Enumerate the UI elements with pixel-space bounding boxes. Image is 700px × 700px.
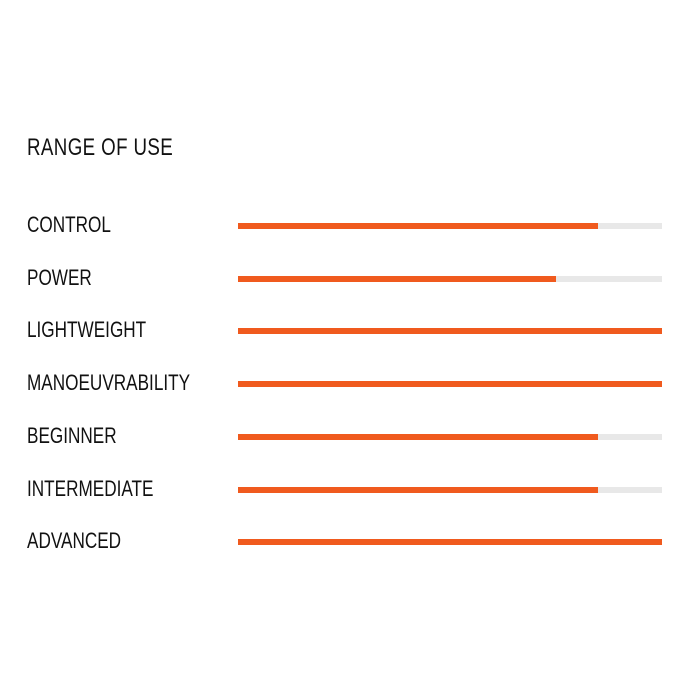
rating-track bbox=[238, 381, 662, 388]
rating-track bbox=[238, 223, 662, 229]
rating-fill bbox=[238, 328, 662, 335]
rating-label: CONTROL bbox=[27, 212, 111, 237]
rating-track bbox=[238, 486, 662, 493]
rating-fill bbox=[238, 275, 556, 282]
rating-row: CONTROL bbox=[0, 210, 700, 240]
rating-track bbox=[238, 539, 662, 546]
rating-fill bbox=[238, 381, 662, 388]
rating-row: ADVANCED bbox=[0, 526, 700, 556]
rating-label: POWER bbox=[27, 264, 92, 290]
rating-fill bbox=[238, 486, 599, 493]
rating-label: BEGINNER bbox=[27, 422, 117, 448]
rating-row: MANOEUVRABILITY bbox=[0, 368, 700, 398]
rating-row: INTERMEDIATE bbox=[0, 474, 700, 504]
rating-label: LIGHTWEIGHT bbox=[27, 317, 147, 343]
rating-fill bbox=[238, 223, 599, 229]
rating-row: LIGHTWEIGHT bbox=[0, 315, 700, 345]
chart-title: RANGE OF USE bbox=[27, 134, 174, 161]
rating-track bbox=[238, 433, 662, 440]
rating-label: ADVANCED bbox=[27, 528, 122, 554]
rating-track bbox=[238, 275, 662, 282]
rating-row: BEGINNER bbox=[0, 421, 700, 451]
rating-row: POWER bbox=[0, 263, 700, 293]
rating-fill bbox=[238, 539, 662, 546]
rating-track bbox=[238, 328, 662, 335]
rating-label: INTERMEDIATE bbox=[27, 475, 154, 501]
rating-label: MANOEUVRABILITY bbox=[27, 370, 191, 396]
rating-fill bbox=[238, 433, 599, 440]
